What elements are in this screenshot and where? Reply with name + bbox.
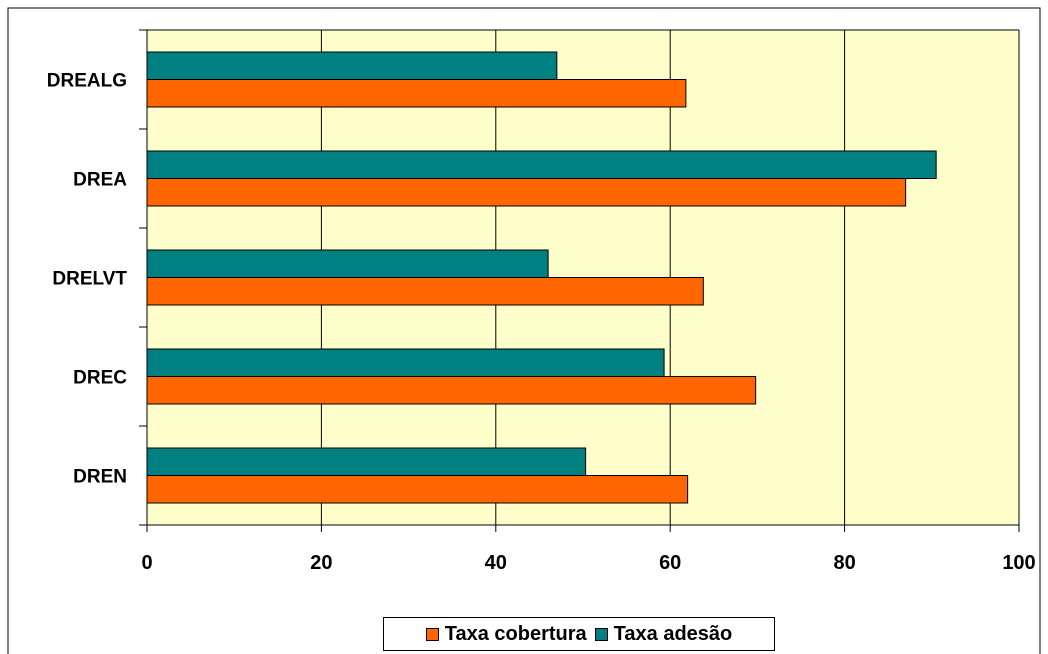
x-tick-label-80: 80 bbox=[833, 552, 855, 574]
bar-dren-adesao bbox=[146, 447, 587, 476]
legend-item-cobertura: Taxa cobertura bbox=[425, 622, 587, 646]
legend-item-adesao: Taxa adesão bbox=[594, 622, 733, 646]
category-label-drea: DREA bbox=[73, 170, 127, 191]
category-label-drealg: DREALG bbox=[47, 71, 127, 92]
category-labels: DREALG DREA DRELVT DREC DREN bbox=[47, 71, 128, 488]
category-label-drelvt: DRELVT bbox=[52, 269, 127, 290]
x-tick-labels: 0 20 40 60 80 100 bbox=[141, 552, 1035, 574]
bar-drea-cobertura bbox=[146, 178, 907, 207]
x-tick-label-20: 20 bbox=[310, 552, 332, 574]
category-label-dren: DREN bbox=[73, 467, 127, 488]
legend-swatch-adesao bbox=[594, 627, 608, 641]
bar-drealg-adesao bbox=[146, 51, 558, 80]
x-tick-label-40: 40 bbox=[485, 552, 507, 574]
bar-drea-adesao bbox=[146, 150, 937, 179]
legend-swatch-cobertura bbox=[425, 627, 439, 641]
bar-drec-cobertura bbox=[146, 376, 757, 405]
bar-drelvt-cobertura bbox=[146, 277, 704, 306]
x-tick-label-60: 60 bbox=[659, 552, 681, 574]
bar-drec-adesao bbox=[146, 348, 665, 377]
x-tick-label-100: 100 bbox=[1002, 552, 1035, 574]
bar-drelvt-adesao bbox=[146, 249, 549, 278]
bars bbox=[146, 51, 937, 504]
axes bbox=[139, 29, 1020, 532]
bar-drealg-cobertura bbox=[146, 79, 687, 108]
legend-label-adesao: Taxa adesão bbox=[613, 622, 733, 645]
x-tick-label-0: 0 bbox=[141, 552, 152, 574]
bar-dren-cobertura bbox=[146, 475, 689, 504]
category-label-drec: DREC bbox=[73, 368, 127, 389]
legend: Taxa cobertura Taxa adesão bbox=[383, 617, 775, 651]
legend-label-cobertura: Taxa cobertura bbox=[444, 622, 587, 645]
